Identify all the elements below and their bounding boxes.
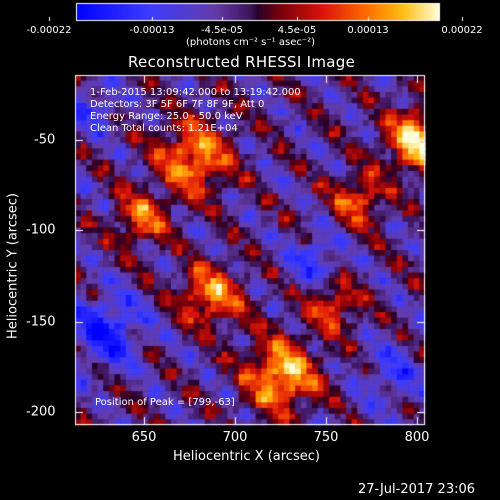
y-tick-label: -50 <box>34 132 56 148</box>
colorbar-tick-label: 0.00013 <box>347 25 389 36</box>
x-axis-label: Heliocentric X (arcsec) <box>173 449 320 464</box>
x-tick-label: 750 <box>313 430 339 445</box>
colorbar-tick-label: 0.00022 <box>441 25 483 36</box>
colorbar-units: (photons cm⁻² s⁻¹ asec⁻²) <box>186 37 316 48</box>
x-tick-label: 650 <box>131 430 157 445</box>
y-tick-label: -100 <box>26 222 56 238</box>
peak-position-label: Position of Peak = [799,-63] <box>95 397 235 408</box>
colorbar-tick-label: -0.00022 <box>26 25 72 36</box>
x-tick-label: 700 <box>222 430 248 445</box>
y-tick-label: -200 <box>26 404 56 420</box>
y-tick-label: -150 <box>26 314 56 330</box>
clean-counts-label: Clean Total counts: 1.21E+04 <box>90 123 238 134</box>
detectors-label: Detectors: 3F 5F 6F 7F 8F 9F, Att 0 <box>90 99 265 110</box>
plot-title: Reconstructed RHESSI Image <box>128 53 356 71</box>
colorbar-tick-label: 4.5e-05 <box>277 25 317 36</box>
energy-range-label: Energy Range: 25.0 - 50.0 keV <box>90 111 243 122</box>
render-date: 27-Jul-2017 23:06 <box>358 482 476 497</box>
y-axis-label: Heliocentric Y (arcsec) <box>5 193 21 339</box>
colorbar-tick-label: -0.00013 <box>129 25 175 36</box>
colorbar-tick-label: -4.5e-05 <box>201 25 243 36</box>
time-range-label: 1-Feb-2015 13:09:42.000 to 13:19:42.000 <box>90 87 301 98</box>
x-tick-label: 800 <box>404 430 430 445</box>
